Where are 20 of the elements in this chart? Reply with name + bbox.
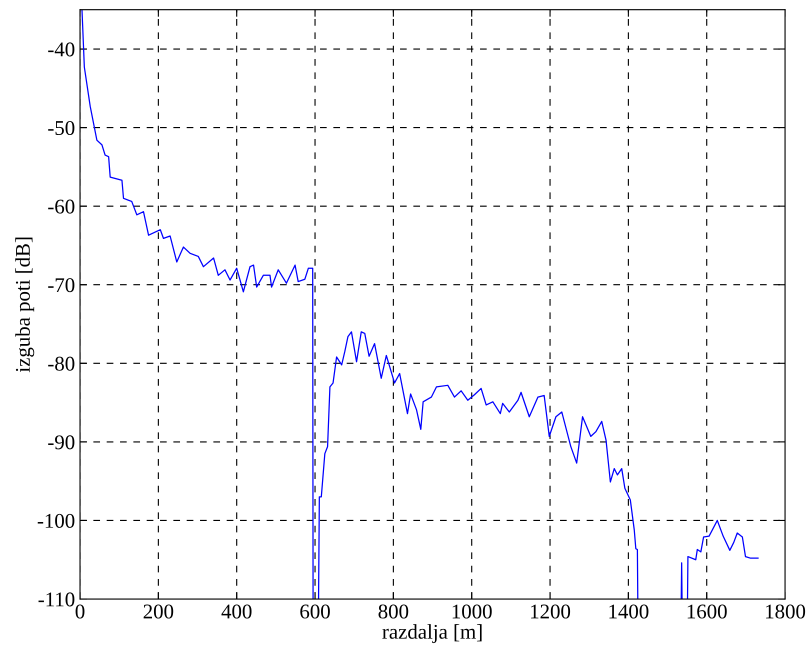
y-tick-label: -110 (38, 592, 74, 606)
y-tick-label: -80 (48, 356, 74, 371)
x-tick-label: 200 (144, 604, 174, 619)
x-tick-label: 0 (76, 604, 84, 619)
y-axis-title: izguba poti [dB] (15, 238, 34, 372)
y-tick-label: -40 (48, 42, 74, 56)
y-tick-label: -100 (38, 514, 74, 528)
y-tick-label: -70 (48, 278, 74, 292)
y-tick-label: -60 (48, 200, 74, 214)
x-tick-label: 1600 (688, 604, 727, 619)
x-axis-title: razdalja [m] (382, 624, 482, 644)
y-tick-label: -50 (48, 120, 74, 136)
x-tick-label: 1800 (766, 604, 806, 619)
x-tick-label: 800 (378, 604, 408, 619)
x-tick-label: 1000 (452, 604, 492, 619)
x-tick-label: 400 (221, 604, 252, 619)
y-tick-label: -90 (48, 435, 74, 450)
x-tick-label: 600 (300, 604, 330, 619)
x-tick-label: 1400 (609, 604, 648, 619)
x-tick-label: 1200 (531, 604, 570, 619)
